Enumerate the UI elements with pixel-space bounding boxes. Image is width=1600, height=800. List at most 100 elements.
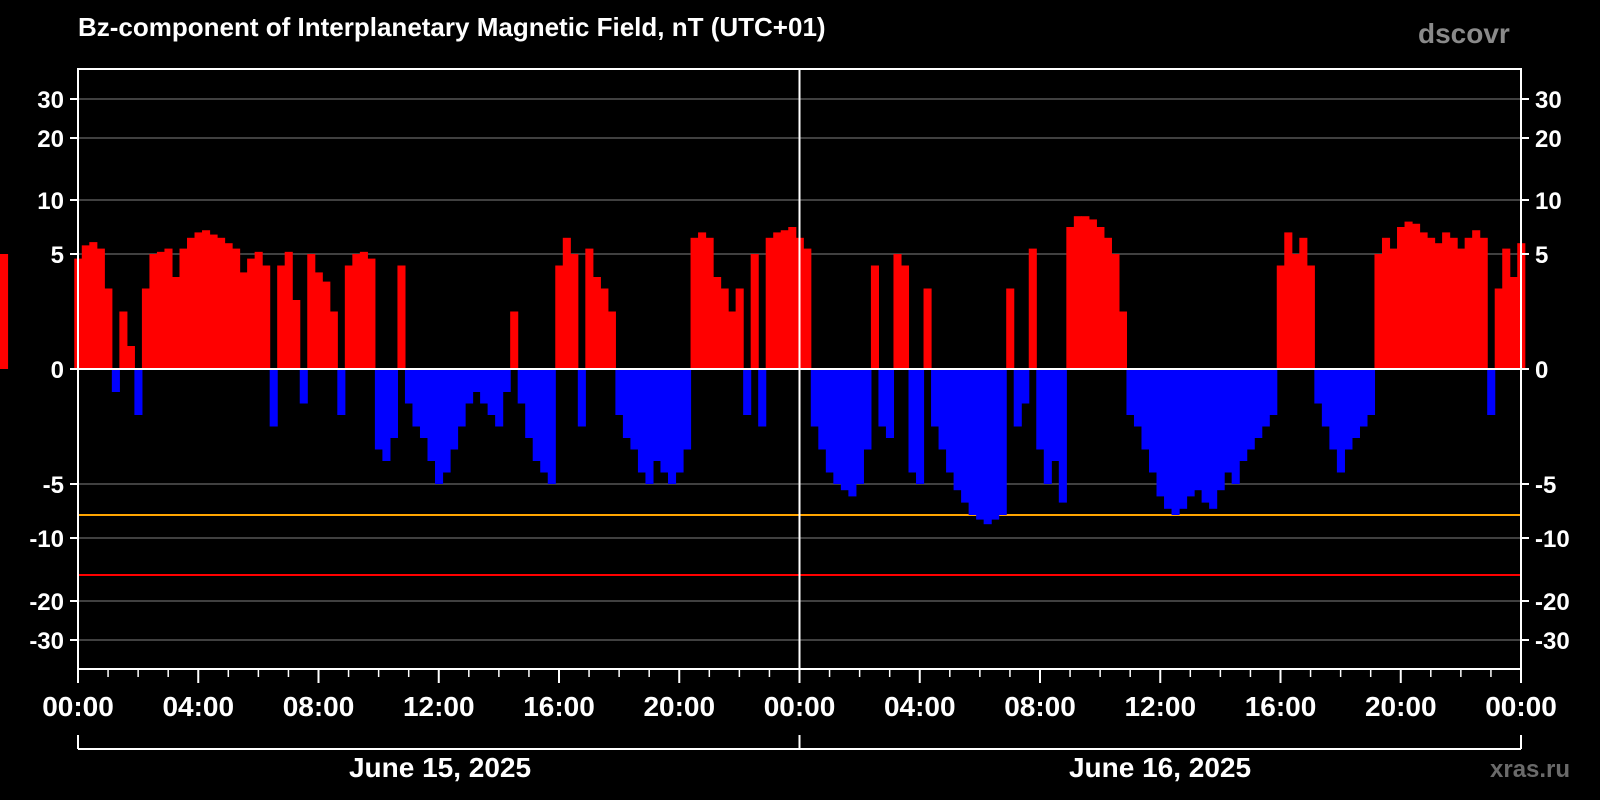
bz-bar xyxy=(667,369,677,484)
bz-bar xyxy=(1081,216,1090,369)
x-tick-label: 00:00 xyxy=(1485,691,1557,722)
bz-bar xyxy=(1224,369,1233,473)
bz-bar xyxy=(1464,237,1473,369)
bz-bar xyxy=(540,369,549,473)
bz-bar xyxy=(976,369,985,520)
bz-bar xyxy=(1351,369,1360,438)
bz-bar xyxy=(1066,227,1075,369)
bz-bar xyxy=(382,369,391,461)
bz-bar xyxy=(111,369,120,392)
bz-bar xyxy=(780,230,789,369)
x-tick-label: 04:00 xyxy=(162,691,234,722)
bz-bar xyxy=(908,369,917,473)
bz-bar xyxy=(517,369,526,404)
x-tick-label: 16:00 xyxy=(523,691,595,722)
bz-bar xyxy=(743,369,752,415)
bz-bar xyxy=(427,369,436,461)
bz-bar xyxy=(277,265,286,369)
bz-bar xyxy=(1306,265,1315,369)
y-tick-label-left: 5 xyxy=(51,242,64,269)
bz-bar xyxy=(284,251,293,369)
bz-bar xyxy=(998,369,1007,515)
bz-bar xyxy=(480,369,489,404)
date-label-day1: June 15, 2025 xyxy=(348,752,532,783)
bz-bar xyxy=(1133,369,1143,427)
bz-bar xyxy=(923,288,932,369)
bz-bar xyxy=(1006,288,1015,369)
bz-bar xyxy=(1261,369,1270,427)
bz-bar xyxy=(961,369,970,503)
y-tick-label-right: 5 xyxy=(1535,242,1548,269)
bz-bar xyxy=(946,369,955,473)
bz-bar xyxy=(765,237,774,369)
bz-bar xyxy=(991,369,1000,520)
bz-bar xyxy=(141,288,150,369)
bz-bar xyxy=(622,369,631,438)
bz-bar xyxy=(1013,369,1022,427)
bz-bar xyxy=(1103,237,1112,369)
chart-title: Bz-component of Interplanetary Magnetic … xyxy=(78,12,826,42)
bz-bar xyxy=(149,254,158,369)
bz-bar xyxy=(307,254,316,369)
bz-bar xyxy=(435,369,444,484)
bz-bar xyxy=(1201,369,1210,503)
bz-bar xyxy=(442,369,451,473)
date-label-day2: June 16, 2025 xyxy=(1068,752,1252,783)
x-tick-label: 12:00 xyxy=(1124,691,1196,722)
bz-bar xyxy=(878,369,887,427)
bz-bar xyxy=(1509,277,1518,369)
bz-bar xyxy=(1404,221,1413,369)
bz-bar xyxy=(698,232,707,369)
bz-bar xyxy=(615,369,624,415)
bz-bar xyxy=(953,369,962,491)
bz-bar xyxy=(803,248,812,369)
bz-bar xyxy=(232,248,241,369)
bz-bar xyxy=(705,237,714,369)
y-tick-label-left: 20 xyxy=(37,126,64,153)
bz-bar xyxy=(1254,369,1263,438)
y-tick-label-left: 30 xyxy=(37,87,64,114)
bz-bar xyxy=(134,369,143,415)
bz-bar xyxy=(1021,369,1030,404)
bz-bar xyxy=(126,346,135,369)
bz-bar xyxy=(1231,369,1240,484)
bz-bar xyxy=(194,232,203,369)
bz-bar xyxy=(81,245,90,369)
bz-bar xyxy=(412,369,421,427)
bz-bar xyxy=(1164,369,1173,509)
x-tick-label: 08:00 xyxy=(283,691,355,722)
bz-bar xyxy=(1449,237,1458,369)
bz-bar xyxy=(1156,369,1165,497)
bz-bar xyxy=(788,227,797,369)
bz-bar xyxy=(104,288,113,369)
bz-bar xyxy=(1073,216,1082,369)
bz-bar xyxy=(119,311,128,369)
bz-bar xyxy=(89,242,98,369)
bz-bar xyxy=(525,369,534,438)
bz-bar xyxy=(1276,265,1285,369)
bz-bar xyxy=(314,272,323,369)
bz-bar xyxy=(1088,219,1097,369)
bz-bar xyxy=(1028,248,1037,369)
bz-bar xyxy=(645,369,654,484)
bz-bar xyxy=(735,288,744,369)
bz-bar xyxy=(179,248,188,369)
bz-bar xyxy=(1171,369,1180,515)
bz-bar xyxy=(1246,369,1255,450)
bz-bar xyxy=(450,369,459,450)
bz-bar xyxy=(1344,369,1353,450)
y-tick-label-left: -5 xyxy=(43,472,64,499)
bz-bar xyxy=(916,369,925,484)
credit-label: xras.ru xyxy=(1490,756,1571,783)
bz-bar xyxy=(660,369,669,473)
y-tick-label-left: 10 xyxy=(37,188,64,215)
bz-bar xyxy=(1434,243,1443,369)
bz-bar xyxy=(1126,369,1135,415)
bz-bar xyxy=(1457,248,1466,369)
bz-bar xyxy=(750,254,759,369)
y-tick-label-right: 10 xyxy=(1535,188,1562,215)
bz-bar xyxy=(0,254,9,369)
bz-bar xyxy=(299,369,308,404)
bz-bar xyxy=(600,288,609,369)
